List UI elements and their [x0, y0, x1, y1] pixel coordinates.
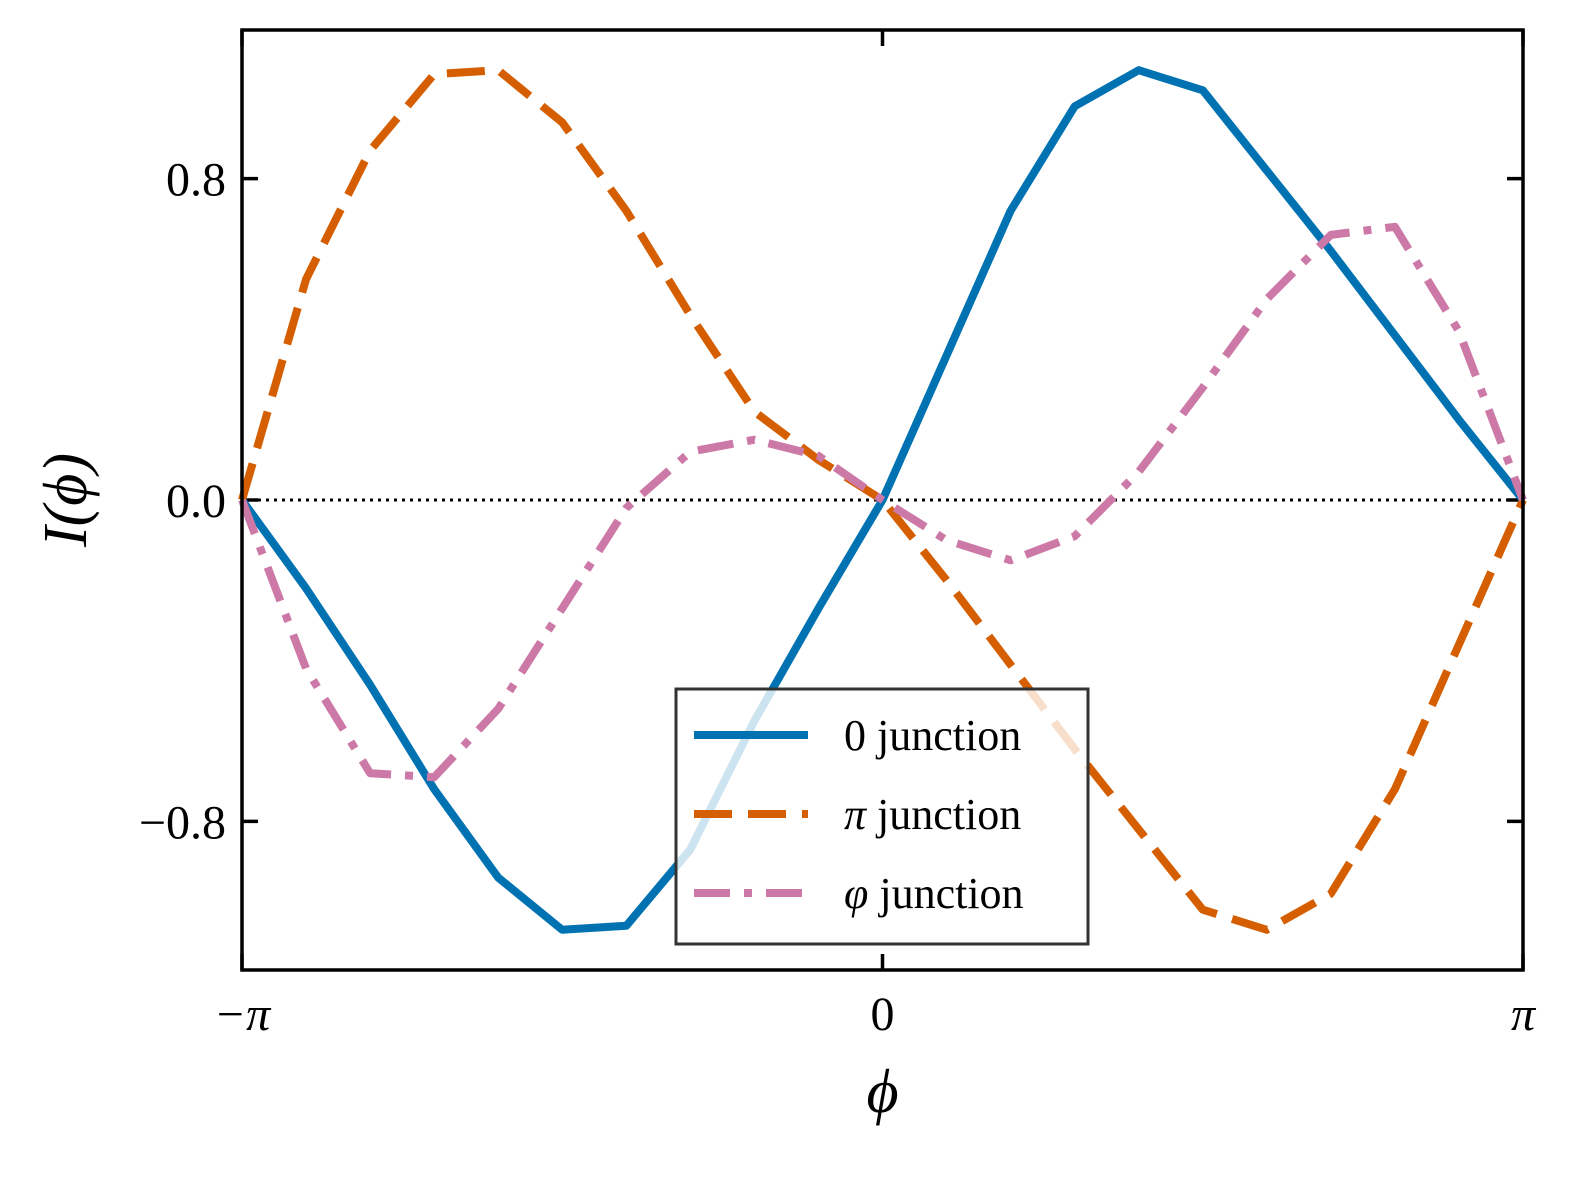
- legend-label-1: π junction: [844, 790, 1021, 839]
- x-axis-label: ϕ: [866, 1058, 898, 1126]
- tick-labels: −0.8 0.0 0.8 −π 0 π: [139, 154, 1537, 1041]
- series-line-2: [238, 222, 1527, 782]
- y-tick-label-1: 0.0: [166, 475, 226, 528]
- legend-label-2: φ junction: [844, 869, 1024, 918]
- legend: 0 junction π junction φ junction: [674, 687, 1090, 946]
- legend-label-0: 0 junction: [844, 711, 1021, 760]
- y-tick-label-2: 0.8: [166, 154, 226, 207]
- y-tick-label-0: −0.8: [139, 796, 226, 849]
- x-tick-label-2: π: [1511, 988, 1537, 1041]
- x-tick-label-1: 0: [871, 988, 895, 1041]
- series-line-1: [238, 66, 1527, 934]
- series-layer: [238, 66, 1527, 934]
- x-tick-label-0: −π: [214, 988, 272, 1041]
- plot-frame: [240, 28, 1525, 972]
- y-axis-label: I(ϕ): [32, 453, 100, 548]
